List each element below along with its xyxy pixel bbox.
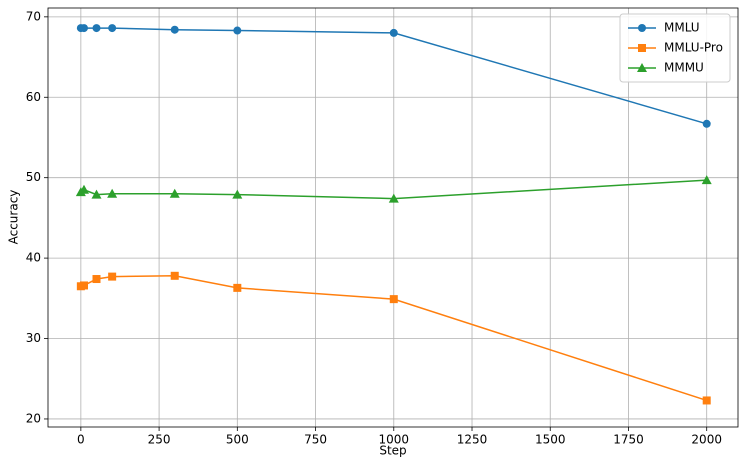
data-point (389, 295, 398, 304)
data-point (701, 175, 712, 185)
x-tick-label: 1500 (535, 433, 566, 447)
data-point (92, 275, 101, 284)
data-point (108, 272, 117, 281)
y-tick-label: 20 (26, 411, 41, 425)
y-tick-label: 30 (26, 331, 41, 345)
plot-frame (47, 7, 739, 428)
data-point (170, 25, 179, 34)
legend-label: MMLU-Pro (664, 41, 723, 55)
legend-marker (637, 63, 647, 72)
legend-label: MMLU (664, 21, 700, 35)
x-tick-label: 0 (77, 433, 85, 447)
data-point (702, 119, 711, 128)
legend-marker (638, 44, 646, 52)
data-point (78, 184, 89, 194)
data-point (233, 26, 242, 35)
legend-box (619, 13, 731, 83)
y-axis-label: Accuracy (7, 190, 21, 245)
legend-marker (638, 24, 646, 32)
x-tick-label: 2000 (691, 433, 722, 447)
y-tick-label: 40 (26, 251, 41, 265)
data-point (233, 283, 242, 292)
data-point (388, 193, 399, 203)
x-tick-label: 750 (304, 433, 327, 447)
data-point (232, 189, 243, 199)
data-point (79, 281, 88, 290)
data-point (169, 188, 180, 198)
data-point (92, 24, 101, 33)
y-tick-label: 60 (26, 90, 41, 104)
data-point (108, 24, 117, 33)
data-point (107, 188, 118, 198)
y-tick-label: 70 (26, 9, 41, 23)
x-tick-label: 500 (226, 433, 249, 447)
y-tick-label: 50 (26, 170, 41, 184)
legend-label: MMMU (664, 61, 704, 75)
data-point (702, 396, 711, 405)
legend: MMLU MMLU-Pro MMMU (619, 13, 731, 83)
x-tick-label: 1000 (379, 433, 410, 447)
data-point (91, 189, 102, 199)
x-axis-label: Step (379, 444, 406, 458)
x-tick-label: 250 (148, 433, 171, 447)
data-point (170, 271, 179, 280)
data-point (389, 28, 398, 37)
x-tick-label: 1250 (457, 433, 488, 447)
data-point (79, 24, 88, 33)
x-tick-label: 1750 (613, 433, 644, 447)
